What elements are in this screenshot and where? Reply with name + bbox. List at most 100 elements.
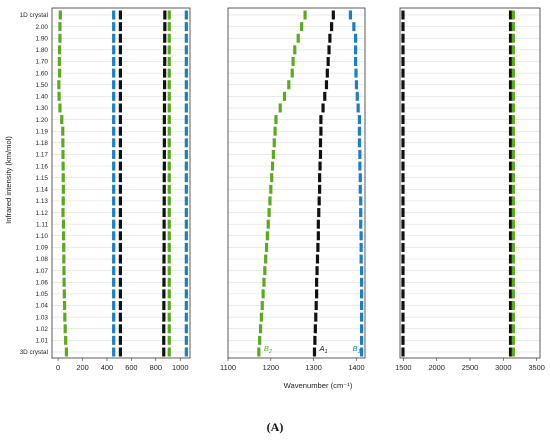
mark-black-4 [163,56,167,66]
mark-blue-3 [353,33,358,43]
mark-green-3 [511,173,515,183]
row-label-1.70: 1.70 [36,59,49,66]
mark-black-2 [508,68,513,78]
mark-black-2 [315,289,319,299]
mark-black-2 [315,277,319,287]
row-label-1.08: 1.08 [36,256,49,263]
mark-green-3 [511,301,515,311]
mark-black-2 [315,254,320,264]
mark-green-1 [266,219,270,229]
mark-black-4 [162,173,166,183]
mark-black-2 [508,161,513,171]
mark-green-1 [263,266,267,276]
row-label-1.06: 1.06 [36,279,49,286]
mark-green-1 [57,56,61,66]
mark-black-4 [162,138,166,148]
x-tick-label: 600 [125,363,137,372]
mark-black-3 [118,138,122,148]
mark-green-5 [167,184,171,194]
mark-black-1 [401,45,405,55]
mark-green-3 [511,254,515,264]
row-label-1.03: 1.03 [36,314,49,321]
mark-blue-2 [112,173,116,183]
mark-green-5 [167,242,171,252]
mark-black-1 [401,289,405,299]
row-label-1.01: 1.01 [36,338,49,345]
mark-green-3 [511,56,515,66]
mark-black-1 [401,80,405,90]
mark-blue-3 [358,149,362,159]
mark-blue-2 [112,161,116,171]
x-tick-label: 1500 [395,363,411,372]
mark-black-3 [118,335,122,345]
row-label-1.30: 1.30 [36,105,49,112]
mark-blue-6 [184,254,188,264]
mark-blue-6 [184,22,188,32]
mark-black-4 [162,161,166,171]
mark-green-1 [58,33,62,43]
mark-black-3 [118,312,122,322]
mark-green-1 [273,126,277,136]
mark-blue-2 [112,266,116,276]
mark-black-2 [508,91,513,101]
mark-black-1 [401,126,405,136]
mark-black-2 [508,242,513,252]
mark-green-1 [260,301,264,311]
x-tick-label: 800 [150,363,162,372]
mark-blue-2 [112,68,116,78]
mark-green-1 [264,242,269,252]
mark-green-1 [62,277,66,287]
mark-green-1 [264,254,268,264]
mark-blue-6 [184,161,188,171]
x-tick-label: 3500 [528,363,544,372]
mark-green-1 [296,33,300,43]
mark-blue-2 [112,219,116,229]
mark-green-3 [511,242,515,252]
mark-black-1 [401,219,405,229]
mark-green-1 [270,173,274,183]
mark-green-1 [63,324,67,334]
mark-green-3 [511,347,515,357]
mark-green-1 [64,335,68,345]
mark-black-1 [401,10,405,20]
mark-green-5 [167,324,171,334]
mark-blue-2 [112,103,116,113]
mark-green-5 [167,219,171,229]
mark-black-2 [508,22,513,32]
mark-black-1 [401,242,405,252]
mark-blue-6 [184,289,188,299]
mark-green-1 [61,161,65,171]
mark-green-1 [267,208,271,218]
mark-black-1 [401,324,405,334]
x-tick-label: 1400 [348,363,364,372]
mark-green-1 [58,10,62,20]
mark-green-3 [511,149,515,159]
mark-green-5 [167,22,171,32]
panel-frame [51,7,191,359]
mark-black-2 [312,347,317,357]
mark-black-2 [508,196,513,206]
x-tick-label: 200 [76,363,88,372]
mark-green-3 [511,22,515,32]
mark-blue-3 [359,312,364,322]
mark-black-4 [162,289,166,299]
mark-green-5 [167,231,171,241]
mark-black-2 [314,312,318,322]
mark-black-2 [321,103,325,113]
mark-black-3 [118,184,122,194]
mark-blue-2 [112,149,116,159]
mark-green-1 [287,80,291,90]
mark-green-3 [511,10,515,20]
mark-green-1 [64,347,69,357]
mark-green-3 [511,80,515,90]
row-label-3d-crystal: 3D crystal [20,349,48,356]
mark-green-3 [511,266,515,276]
mark-black-3 [118,231,122,241]
mark-blue-6 [184,266,188,276]
mark-green-5 [167,301,171,311]
mark-black-2 [323,91,327,101]
mark-green-5 [167,161,171,171]
mark-green-3 [511,138,515,148]
row-label-1.60: 1.60 [36,70,49,77]
mark-green-1 [61,138,65,148]
